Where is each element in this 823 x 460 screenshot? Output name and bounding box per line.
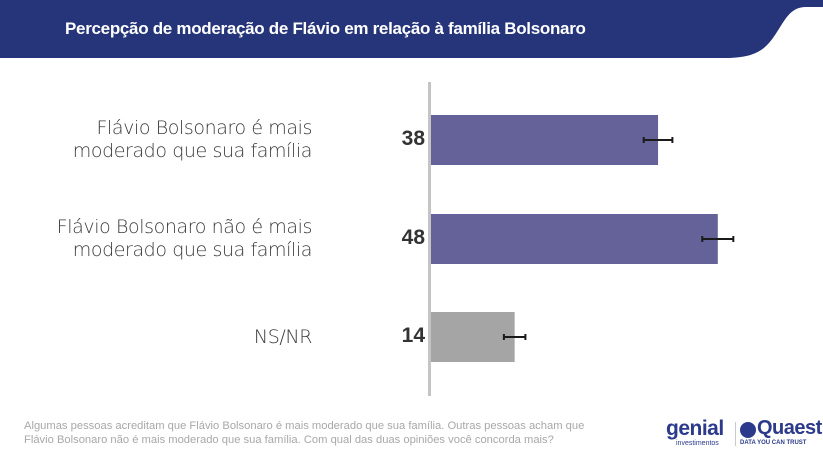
error-bar bbox=[502, 334, 527, 340]
category-label-line: Flávio Bolsonaro não é mais bbox=[56, 216, 313, 238]
bar bbox=[431, 214, 718, 264]
bar-value-label: 38 bbox=[401, 127, 425, 150]
error-bar bbox=[701, 236, 735, 242]
genial-logo: genial investimentos bbox=[666, 417, 732, 448]
y-axis-line bbox=[428, 82, 431, 396]
quaest-logo-name: Quaest bbox=[757, 417, 822, 439]
bar bbox=[431, 115, 659, 165]
footnote-line: Algumas pessoas acreditam que Flávio Bol… bbox=[24, 420, 585, 432]
bar-value-label: 48 bbox=[401, 226, 425, 249]
logo-divider bbox=[735, 422, 736, 446]
bar bbox=[431, 312, 515, 362]
question-footnote: Algumas pessoas acreditam que Flávio Bol… bbox=[24, 419, 664, 447]
category-label: Flávio Bolsonaro não é mais moderado que … bbox=[12, 216, 313, 262]
quaest-logo-tagline: DATA YOU CAN TRUST bbox=[740, 440, 807, 446]
category-label-line: moderado que sua família bbox=[72, 239, 313, 261]
category-label-line: moderado que sua família bbox=[72, 140, 313, 162]
quaest-logo: Quaest DATA YOU CAN TRUST bbox=[740, 417, 822, 448]
header-background bbox=[0, 0, 823, 58]
category-label-line: NS/NR bbox=[253, 325, 312, 348]
bar-value-label: 14 bbox=[401, 324, 425, 347]
genial-logo-name: genial bbox=[666, 417, 724, 440]
header-banner: Percepção de moderação de Flávio em rela… bbox=[0, 0, 823, 59]
error-bar bbox=[642, 137, 674, 143]
bar-chart: 38 Flávio Bolsonaro é mais moderado que su… bbox=[12, 82, 735, 396]
quaest-logo-mark-icon bbox=[740, 422, 756, 438]
category-label-line: Flávio Bolsonaro é mais bbox=[96, 117, 312, 139]
genial-logo-subtitle: investimentos bbox=[676, 440, 719, 447]
chart-plot-area bbox=[428, 82, 735, 396]
category-label: NS/NR bbox=[12, 326, 312, 349]
footnote-line: Flávio Bolsonaro não é mais moderado que… bbox=[24, 434, 554, 446]
chart-title: Percepção de moderação de Flávio em rela… bbox=[65, 19, 586, 38]
category-label: Flávio Bolsonaro é mais moderado que sua … bbox=[12, 117, 313, 163]
